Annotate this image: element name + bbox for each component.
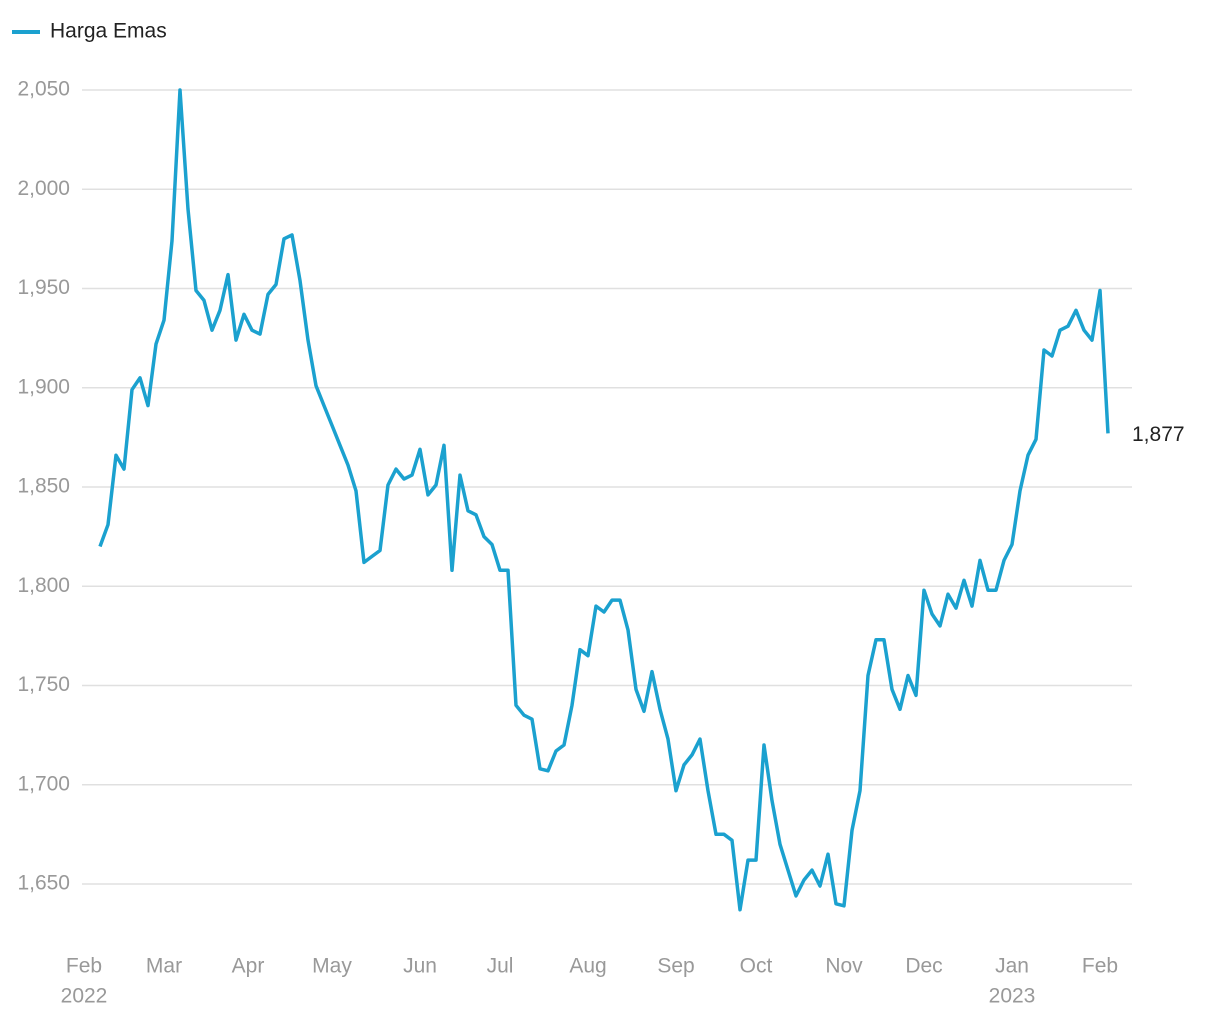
x-year-label: 2023: [989, 985, 1036, 1008]
y-tick-label: 1,850: [17, 475, 70, 498]
y-tick-label: 1,700: [17, 772, 70, 795]
x-tick-label: May: [312, 955, 352, 978]
x-tick-label: Aug: [569, 955, 606, 978]
price-line: [98, 88, 1110, 912]
y-tick-label: 1,750: [17, 673, 70, 696]
y-tick-label: 2,000: [17, 177, 70, 200]
y-tick-label: 1,800: [17, 574, 70, 597]
x-tick-label: Jan: [995, 955, 1029, 978]
y-tick-label: 2,050: [17, 78, 70, 101]
x-tick-label: Feb: [1082, 955, 1118, 978]
x-tick-label: Jun: [403, 955, 437, 978]
y-tick-label: 1,900: [17, 375, 70, 398]
x-year-label: 2022: [61, 985, 108, 1008]
x-tick-label: Nov: [825, 955, 863, 978]
x-tick-label: Feb: [66, 955, 102, 978]
x-tick-label: Dec: [905, 955, 942, 978]
y-tick-label: 1,650: [17, 872, 70, 895]
x-tick-label: Mar: [146, 955, 182, 978]
x-tick-label: Apr: [232, 955, 265, 978]
end-value-label: 1,877: [1132, 423, 1185, 446]
y-tick-label: 1,950: [17, 276, 70, 299]
x-tick-label: Sep: [657, 955, 694, 978]
x-tick-label: Oct: [740, 955, 773, 978]
legend-label: Harga Emas: [50, 20, 167, 43]
x-tick-label: Jul: [487, 955, 514, 978]
